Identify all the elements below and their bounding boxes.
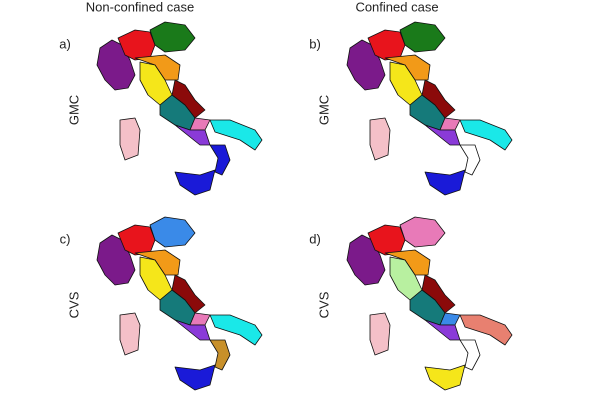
region [367, 224, 406, 256]
region [424, 169, 466, 196]
region [149, 216, 196, 248]
region [369, 312, 391, 356]
region [369, 117, 391, 161]
region [459, 339, 481, 371]
region [209, 339, 231, 371]
panel-label: d) [309, 231, 321, 246]
region [209, 119, 263, 151]
region [174, 319, 211, 341]
panel-label: c) [60, 231, 71, 246]
map [346, 216, 513, 391]
region [367, 29, 406, 61]
region [459, 314, 513, 346]
region [424, 319, 461, 341]
region [174, 169, 216, 196]
region [459, 144, 481, 176]
region [149, 21, 196, 53]
region [459, 119, 513, 151]
method-label: GMC [316, 95, 331, 125]
map [346, 21, 513, 196]
column-header: Non-confined case [86, 0, 194, 14]
method-label: GMC [66, 95, 81, 125]
map [96, 21, 263, 196]
region [117, 29, 156, 61]
region [117, 224, 156, 256]
panel-label: b) [309, 36, 321, 51]
region [399, 216, 446, 248]
column-header: Confined case [355, 0, 438, 14]
method-label: CVS [66, 291, 81, 318]
region [174, 364, 216, 391]
region [119, 117, 141, 161]
region [209, 314, 263, 346]
region [424, 124, 461, 146]
region [399, 21, 446, 53]
panel-label: a) [59, 36, 71, 51]
region [174, 124, 211, 146]
method-label: CVS [316, 291, 331, 318]
region [209, 144, 231, 176]
region [119, 312, 141, 356]
map [96, 216, 263, 391]
region [424, 364, 466, 391]
